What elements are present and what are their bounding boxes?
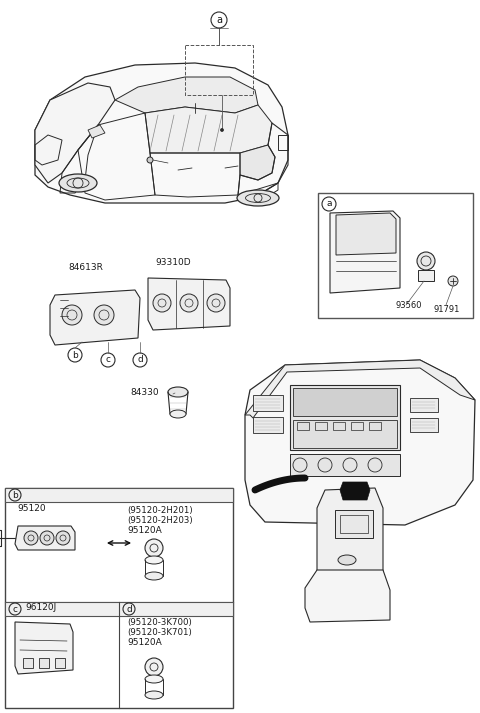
Circle shape — [153, 294, 171, 312]
Bar — [297, 422, 309, 430]
Bar — [293, 388, 397, 416]
Circle shape — [448, 276, 458, 286]
Text: b: b — [12, 491, 18, 500]
Text: (95120-2H203): (95120-2H203) — [127, 516, 192, 525]
Ellipse shape — [145, 691, 163, 699]
Polygon shape — [35, 83, 115, 183]
Bar — [340, 515, 368, 533]
Bar — [335, 510, 373, 538]
Bar — [5, 488, 233, 708]
Bar — [253, 395, 283, 411]
Polygon shape — [418, 270, 434, 281]
Text: d: d — [126, 605, 132, 613]
Bar — [290, 385, 400, 450]
Text: 84613R: 84613R — [68, 263, 103, 272]
Text: 93560: 93560 — [396, 301, 422, 310]
Circle shape — [145, 658, 163, 676]
Ellipse shape — [145, 556, 163, 564]
Circle shape — [40, 531, 54, 545]
Polygon shape — [317, 488, 383, 585]
Bar — [318, 193, 473, 318]
Polygon shape — [15, 622, 73, 674]
Polygon shape — [240, 145, 275, 180]
Ellipse shape — [338, 555, 356, 565]
Circle shape — [62, 305, 82, 325]
Circle shape — [180, 294, 198, 312]
Bar — [253, 417, 283, 433]
Polygon shape — [245, 360, 475, 418]
Polygon shape — [245, 360, 475, 525]
Polygon shape — [50, 290, 140, 345]
Ellipse shape — [237, 190, 279, 206]
Polygon shape — [305, 570, 390, 622]
Circle shape — [417, 252, 435, 270]
Polygon shape — [145, 105, 272, 153]
Bar — [5, 488, 233, 502]
Circle shape — [207, 294, 225, 312]
Text: c: c — [106, 356, 110, 364]
Bar — [351, 422, 363, 430]
Polygon shape — [88, 125, 105, 138]
Circle shape — [24, 531, 38, 545]
Text: a: a — [326, 200, 332, 208]
Text: (95120-2H201): (95120-2H201) — [127, 506, 192, 515]
Bar — [185, 45, 253, 95]
Polygon shape — [148, 278, 230, 330]
Ellipse shape — [59, 174, 97, 192]
Ellipse shape — [145, 675, 163, 683]
Polygon shape — [115, 77, 258, 113]
Text: (95120-3K700): (95120-3K700) — [127, 618, 192, 627]
Bar — [315, 422, 327, 430]
Text: 96120J: 96120J — [25, 603, 56, 612]
Bar — [55, 658, 65, 668]
Ellipse shape — [145, 572, 163, 580]
Polygon shape — [340, 482, 370, 500]
Bar — [290, 454, 400, 476]
Circle shape — [56, 531, 70, 545]
Text: d: d — [137, 356, 143, 364]
Bar — [23, 658, 33, 668]
Circle shape — [147, 157, 153, 163]
Text: 95120: 95120 — [17, 504, 46, 513]
Text: c: c — [12, 605, 17, 613]
Text: (95120-3K701): (95120-3K701) — [127, 628, 192, 637]
Polygon shape — [15, 526, 75, 550]
Bar — [293, 420, 397, 448]
Text: 95120A: 95120A — [127, 526, 162, 535]
Ellipse shape — [170, 410, 186, 418]
Polygon shape — [35, 63, 288, 203]
Polygon shape — [330, 211, 400, 293]
Bar — [5, 602, 233, 616]
Text: 91791: 91791 — [433, 305, 459, 314]
Text: b: b — [72, 351, 78, 359]
Bar — [369, 422, 381, 430]
Circle shape — [94, 305, 114, 325]
Text: a: a — [216, 15, 222, 25]
Text: 84330: 84330 — [130, 388, 158, 397]
Polygon shape — [336, 213, 396, 255]
Ellipse shape — [168, 387, 188, 397]
Bar — [410, 398, 438, 412]
Circle shape — [220, 128, 224, 131]
Circle shape — [145, 539, 163, 557]
Bar — [39, 658, 49, 668]
Bar — [410, 418, 438, 432]
Text: 93310D: 93310D — [155, 258, 191, 267]
Bar — [333, 422, 345, 430]
Text: 95120A: 95120A — [127, 638, 162, 647]
